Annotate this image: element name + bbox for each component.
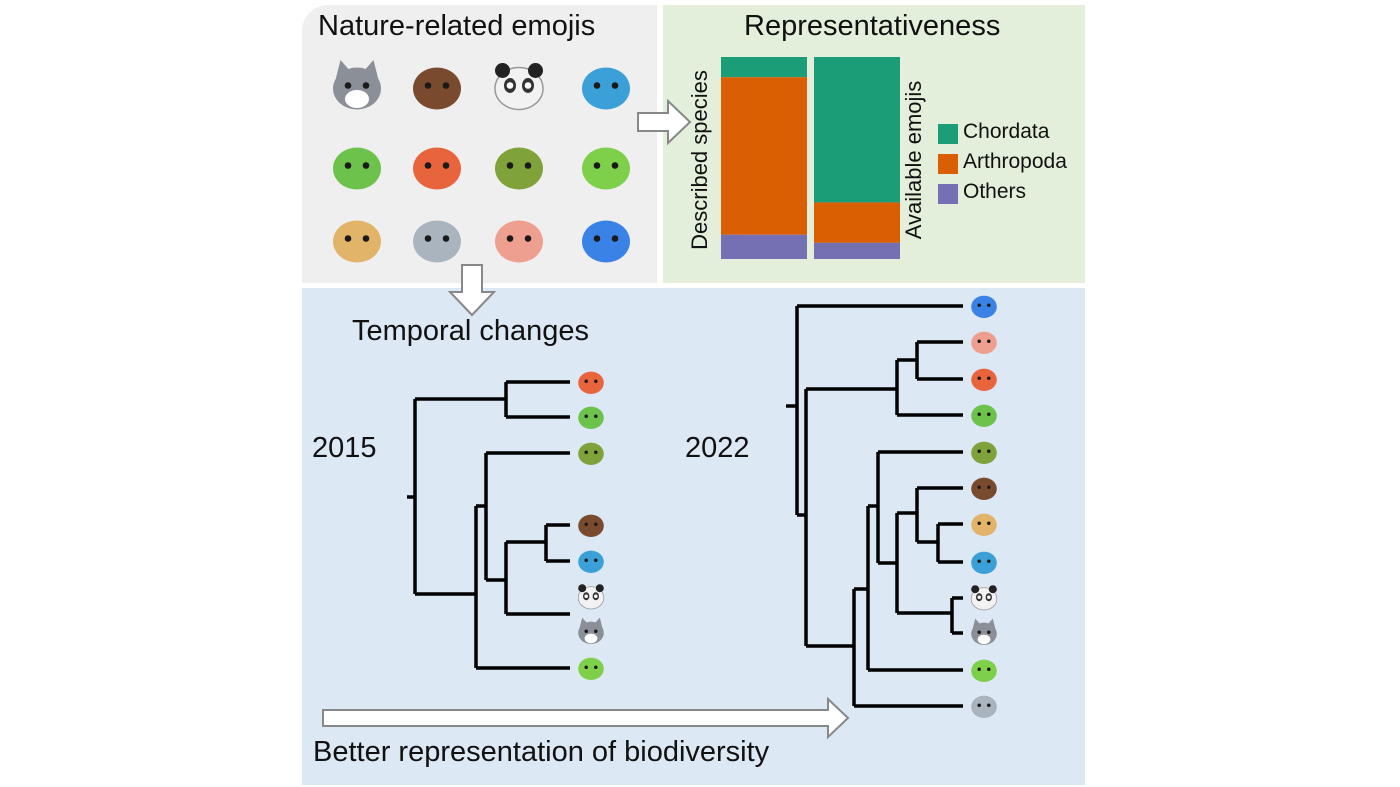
worm-icon: [489, 210, 549, 275]
panda-icon: [575, 581, 607, 618]
panda-icon: [489, 57, 549, 122]
bar-segment-arthropoda-available-emojis: [814, 202, 900, 243]
whale-icon: [576, 57, 636, 122]
whale-icon: [575, 545, 607, 582]
boar-icon: [407, 57, 467, 122]
panda-icon: [968, 582, 1000, 619]
year-2022-label: 2022: [685, 432, 750, 464]
turtle-icon: [575, 437, 607, 474]
legend-swatch-arthropoda: [938, 154, 958, 174]
representativeness-title: Representativeness: [744, 10, 1001, 42]
emoji-panel-title: Nature-related emojis: [318, 10, 596, 42]
arrow-long-right-icon: [322, 696, 850, 740]
tree-2022: [786, 304, 963, 708]
whale-icon: [968, 546, 1000, 583]
shark-icon: [407, 210, 467, 275]
caterpillar-icon: [575, 401, 607, 438]
bar-segment-chordata-available-emojis: [814, 57, 900, 203]
turtle-icon: [489, 137, 549, 202]
jellyfish-icon: [968, 290, 1000, 327]
legend-swatch-others: [938, 184, 958, 204]
temporal-changes-title: Temporal changes: [352, 315, 589, 347]
legend-label-others: Others: [963, 180, 1027, 203]
bar-segment-chordata-described-species: [721, 57, 807, 78]
temporal-changes-panel: [302, 288, 1085, 785]
octopus-icon: [968, 363, 1000, 400]
giraffe-icon: [327, 210, 387, 275]
giraffe-icon: [968, 508, 1000, 545]
legend-label-arthropoda: Arthropoda: [963, 150, 1067, 173]
arrow-right-icon: [637, 98, 692, 146]
octopus-icon: [407, 137, 467, 202]
year-2015-label: 2015: [312, 432, 377, 464]
caterpillar-icon: [327, 137, 387, 202]
legend-label-chordata: Chordata: [963, 120, 1050, 143]
jellyfish-icon: [576, 210, 636, 275]
caterpillar-icon: [968, 399, 1000, 436]
arrow-down-icon: [447, 264, 497, 317]
wolf-icon: [968, 617, 1000, 654]
wolf-icon: [327, 57, 387, 122]
tree-2015: [407, 380, 570, 670]
octopus-icon: [575, 366, 607, 403]
caption: Better representation of biodiversity: [313, 736, 770, 768]
bar-segment-arthropoda-described-species: [721, 77, 807, 235]
wolf-icon: [575, 616, 607, 653]
bar-segment-others-available-emojis: [814, 242, 900, 259]
frog-icon: [575, 652, 607, 689]
frog-icon: [968, 654, 1000, 691]
boar-icon: [575, 509, 607, 546]
frog-icon: [576, 137, 636, 202]
legend-swatch-chordata: [938, 124, 958, 144]
boar-icon: [968, 472, 1000, 509]
turtle-icon: [968, 436, 1000, 473]
shark-icon: [968, 690, 1000, 727]
worm-icon: [968, 326, 1000, 363]
bar-segment-others-described-species: [721, 234, 807, 259]
stacked-bars: [721, 57, 900, 259]
